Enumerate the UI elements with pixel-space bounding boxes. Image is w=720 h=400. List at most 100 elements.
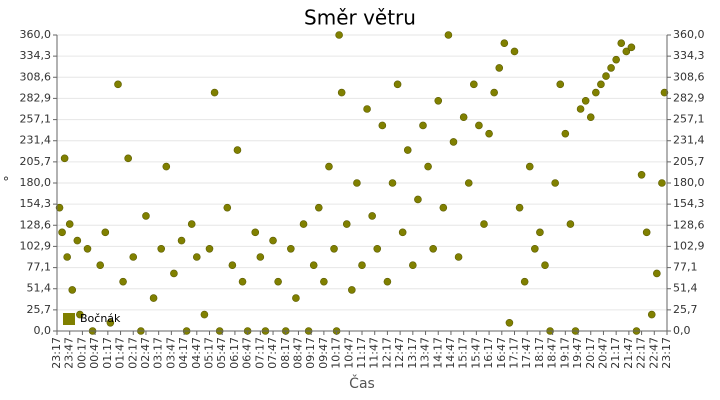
point xyxy=(124,154,132,163)
point xyxy=(409,261,417,270)
point xyxy=(76,310,84,319)
x-tick-label: 04:17 xyxy=(177,337,190,369)
y-tick-label: 257,1 xyxy=(20,113,52,126)
x-tick-label: 02:47 xyxy=(139,337,152,369)
x-tick-label: 23:17 xyxy=(660,337,673,369)
point xyxy=(228,261,237,270)
x-tick-label: 19:17 xyxy=(558,337,571,369)
y2-tick-label: 282,9 xyxy=(673,91,705,104)
point xyxy=(470,80,478,89)
x-tick-label: 12:47 xyxy=(393,337,406,369)
x-tick-label: 00:47 xyxy=(88,337,101,369)
point xyxy=(393,80,402,89)
point xyxy=(269,236,277,245)
x-tick-label: 03:17 xyxy=(152,337,165,369)
point xyxy=(439,203,448,212)
point xyxy=(187,220,196,228)
point xyxy=(129,253,138,261)
x-tick-label: 21:47 xyxy=(622,337,635,369)
point xyxy=(60,154,69,163)
x-tick-label: 04:47 xyxy=(190,337,203,369)
point xyxy=(337,88,346,97)
x-tick-label: 06:17 xyxy=(228,337,241,369)
point xyxy=(149,294,158,302)
point xyxy=(177,236,186,245)
point xyxy=(238,277,247,286)
y-tick-label: 154,3 xyxy=(20,197,52,210)
y-tick-label: 51,4 xyxy=(27,282,52,295)
y2-tick-label: 334,3 xyxy=(673,49,705,62)
point xyxy=(561,129,570,138)
x-tick-label: 13:17 xyxy=(406,337,419,369)
point xyxy=(510,47,519,56)
point xyxy=(536,228,544,237)
x-tick-label: 01:17 xyxy=(101,337,114,369)
x-tick-label: 09:47 xyxy=(317,337,330,369)
point xyxy=(653,269,661,278)
x-tick-label: 15:47 xyxy=(469,337,482,369)
point xyxy=(96,261,105,270)
x-tick-label: 23:17 xyxy=(50,337,63,369)
point xyxy=(592,88,600,97)
point xyxy=(274,277,282,286)
point xyxy=(157,244,166,253)
point xyxy=(414,195,422,204)
x-tick-label: 11:17 xyxy=(355,337,368,369)
x-tick-label: 23:47 xyxy=(63,337,76,369)
point xyxy=(464,179,473,187)
x-tick-label: 02:17 xyxy=(126,337,139,369)
point xyxy=(480,220,488,228)
point xyxy=(68,286,77,294)
point xyxy=(363,105,371,113)
y2-tick-label: 257,1 xyxy=(673,113,705,126)
point xyxy=(660,88,669,97)
point xyxy=(299,220,308,228)
point xyxy=(500,39,509,48)
point xyxy=(65,220,74,228)
x-tick-label: 21:17 xyxy=(609,337,622,369)
point xyxy=(490,88,498,97)
x-tick-label: 10:47 xyxy=(342,337,355,369)
x-tick-label: 11:47 xyxy=(368,337,381,369)
y-tick-label: 102,9 xyxy=(20,239,52,252)
x-tick-label: 06:47 xyxy=(241,337,254,369)
point xyxy=(251,228,260,237)
point xyxy=(597,80,605,89)
chart-title: Směr větru xyxy=(304,6,416,30)
y2-tick-label: 77,1 xyxy=(673,261,698,274)
legend-swatch xyxy=(63,313,75,325)
x-tick-label: 07:17 xyxy=(253,337,266,369)
point xyxy=(353,179,361,187)
point xyxy=(101,228,110,237)
point xyxy=(119,277,127,286)
x-tick-label: 17:17 xyxy=(508,337,521,369)
y-axis-title: ° xyxy=(3,176,10,191)
point xyxy=(114,80,122,89)
point xyxy=(607,64,615,72)
x-tick-label: 20:47 xyxy=(596,337,609,369)
point xyxy=(424,162,432,171)
point xyxy=(233,146,242,154)
y-tick-label: 25,7 xyxy=(27,303,52,316)
point xyxy=(637,170,646,179)
x-tick-label: 05:17 xyxy=(203,337,216,369)
y-tick-label: 282,9 xyxy=(20,91,52,104)
y-tick-label: 360,0 xyxy=(20,28,52,41)
point xyxy=(485,129,493,138)
x-tick-label: 10:17 xyxy=(330,337,343,369)
point xyxy=(325,162,333,171)
point xyxy=(368,212,376,220)
point xyxy=(556,80,565,89)
y-tick-label: 0,0 xyxy=(34,324,52,337)
point xyxy=(388,179,397,187)
point xyxy=(63,253,71,261)
point xyxy=(642,228,651,237)
point xyxy=(576,105,585,113)
point xyxy=(551,179,559,187)
point xyxy=(162,162,171,171)
point xyxy=(505,318,514,327)
y-tick-label: 334,3 xyxy=(20,49,52,62)
point xyxy=(378,121,387,130)
x-tick-label: 01:47 xyxy=(114,337,127,369)
